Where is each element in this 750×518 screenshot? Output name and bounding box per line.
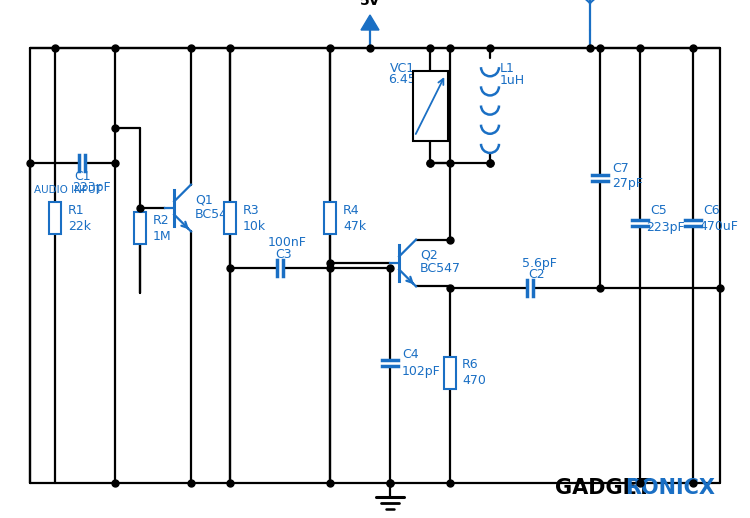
Text: 22k: 22k [68,220,91,233]
Bar [444,357,456,389]
Bar [49,202,61,234]
Text: R6: R6 [462,358,478,371]
Bar [324,202,336,234]
Text: 5.6pF: 5.6pF [522,256,556,269]
Text: BC547: BC547 [420,263,461,276]
Text: 1M: 1M [153,229,172,242]
Text: Q2: Q2 [420,249,438,262]
Text: 47k: 47k [343,220,366,233]
Polygon shape [361,15,379,30]
Bar [413,70,448,140]
Text: C5: C5 [650,205,667,218]
Text: 5V: 5V [360,0,380,8]
Text: C4: C4 [402,349,418,362]
Text: 27pF: 27pF [612,178,643,191]
Text: 470uF: 470uF [699,221,738,234]
Text: BC547: BC547 [195,208,236,221]
Text: 223pF: 223pF [72,181,111,194]
Text: VC1: VC1 [390,62,416,75]
Text: GADGET: GADGET [555,478,651,498]
Text: L1: L1 [500,62,514,75]
Text: 100nF: 100nF [268,237,307,250]
Text: C7: C7 [612,162,628,175]
Text: Q1: Q1 [195,194,213,207]
Text: R2: R2 [153,213,170,226]
Text: C6: C6 [703,205,720,218]
Text: C3: C3 [275,248,292,261]
Text: R3: R3 [243,204,260,217]
Text: 102pF: 102pF [402,365,441,378]
Text: 6.45pF: 6.45pF [388,74,430,87]
Text: R1: R1 [68,204,85,217]
Bar [224,202,236,234]
Bar [134,212,146,244]
Text: 223pF: 223pF [646,221,685,234]
Text: 1uH: 1uH [500,75,525,88]
Text: C1: C1 [74,170,91,183]
Text: 10k: 10k [243,220,266,233]
Text: C2: C2 [528,267,544,281]
Text: R4: R4 [343,204,360,217]
Text: RONICX: RONICX [625,478,715,498]
Text: 470: 470 [462,375,486,387]
Text: AUDIO INPUT: AUDIO INPUT [34,185,102,195]
